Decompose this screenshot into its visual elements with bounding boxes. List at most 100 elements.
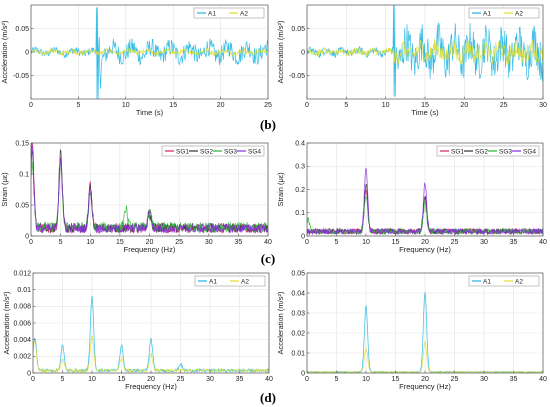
y-tick-label: 0.03: [291, 310, 305, 317]
x-tick-label: 20: [217, 102, 225, 109]
y-tick-label: 0.05: [291, 26, 305, 33]
y-tick-label: 0: [301, 233, 305, 240]
x-tick-label: 5: [76, 102, 80, 109]
x-tick-label: 25: [451, 376, 459, 383]
chart-b-right: 0 5 10 15 20 25 30 -0.05 0 0.05 Time (s) Accelerati…: [276, 4, 547, 117]
panel-label-c: (c): [261, 251, 275, 266]
y-tick-label: 0.006: [13, 320, 31, 327]
series-line-a2: [33, 335, 269, 373]
y-tick-label: 0: [25, 233, 29, 240]
y-tick-label: 0.01: [291, 350, 305, 357]
y-tick-label: 0.1: [19, 171, 29, 178]
x-tick-label: 35: [234, 239, 242, 246]
legend-label-a1: A1: [483, 278, 491, 285]
x-tick-label: 10: [362, 376, 370, 383]
x-tick-label: 30: [206, 376, 214, 383]
y-tick-label: 0.2: [295, 187, 305, 194]
series-line-a1: [31, 7, 268, 99]
legend-label-sg3: SG3: [499, 148, 512, 155]
legend-label-sg2: SG2: [475, 148, 488, 155]
x-tick-label: 20: [460, 102, 468, 109]
legend-label-a2: A2: [241, 278, 249, 285]
x-tick-label: 40: [539, 376, 547, 383]
x-tick-label: 35: [510, 376, 518, 383]
legend: SG1 SG2 SG3 SG4: [161, 145, 265, 157]
x-tick-label: 10: [382, 102, 390, 109]
y-axis-label: Acceleration (m/s²): [276, 291, 285, 354]
x-tick-label: 5: [61, 376, 65, 383]
y-axis-label: Acceleration (m/s²): [2, 291, 11, 354]
x-tick-label: 0: [29, 239, 33, 246]
panel-label-d: (d): [260, 390, 276, 405]
y-axis-label: Acceleration (m/s²): [276, 20, 285, 83]
legend-label-a2: A2: [515, 10, 523, 17]
series-line-a1: [307, 5, 543, 97]
x-tick-label: 0: [305, 376, 309, 383]
x-axis-label: Frequency (Hz): [399, 382, 451, 391]
legend-label-sg3: SG3: [224, 148, 237, 155]
y-tick-label: 0.04: [291, 290, 305, 297]
x-tick-label: 5: [344, 102, 348, 109]
y-axis-label: Acceleration (m/s²): [0, 20, 9, 83]
legend-label-a2: A2: [240, 10, 248, 17]
x-tick-label: 15: [118, 376, 126, 383]
x-axis-label: Frequency (Hz): [399, 245, 451, 254]
y-tick-label: 0.3: [295, 164, 305, 171]
series-line-a2: [307, 340, 543, 373]
series-line-a2: [31, 47, 268, 57]
y-tick-label: 0.008: [13, 304, 31, 311]
x-axis-label: Frequency (Hz): [125, 382, 177, 391]
y-tick-label: 0.1: [295, 210, 305, 217]
series-line-sg4: [307, 167, 543, 236]
x-tick-label: 40: [539, 239, 547, 246]
y-tick-label: 0.02: [291, 330, 305, 337]
x-axis-label: Time (s): [411, 108, 439, 117]
y-tick-label: 0.01: [17, 287, 31, 294]
legend-label-a2: A2: [515, 278, 523, 285]
legend: A1 A2: [468, 275, 540, 287]
y-tick-label: 0: [301, 49, 305, 56]
x-tick-label: 35: [236, 376, 244, 383]
x-tick-label: 15: [169, 102, 177, 109]
x-tick-label: 25: [500, 102, 508, 109]
x-tick-label: 40: [265, 376, 273, 383]
x-tick-label: 10: [86, 239, 94, 246]
x-tick-label: 30: [480, 239, 488, 246]
x-tick-label: 20: [146, 239, 154, 246]
chart-b-left: 0 5 10 15 20 25 -0.05 0 0.05 Time (s) Acceleration…: [0, 4, 272, 117]
chart-c-right: 0 5 10 15 20 25 30 35 40 0 0.1 0.2 0.3 0.4 Frequency (…: [276, 140, 547, 254]
series-group: [33, 295, 269, 373]
x-tick-label: 10: [88, 376, 96, 383]
x-tick-label: 40: [264, 239, 272, 246]
series-group: [307, 5, 543, 97]
y-tick-label: 0.05: [15, 26, 29, 33]
y-tick-label: -0.05: [13, 73, 29, 80]
series-group: [31, 7, 268, 99]
y-tick-label: 0: [301, 370, 305, 377]
x-tick-label: 0: [31, 376, 35, 383]
x-tick-label: 0: [305, 102, 309, 109]
y-tick-label: 0.004: [13, 337, 31, 344]
y-tick-label: 0.05: [291, 270, 305, 277]
x-axis-label: Frequency (Hz): [124, 245, 176, 254]
x-tick-label: 15: [392, 239, 400, 246]
legend-label-a1: A1: [209, 278, 217, 285]
legend-label-a1: A1: [208, 10, 216, 17]
y-tick-label: 0.15: [15, 140, 29, 147]
legend: SG1 SG2 SG3 SG4: [436, 145, 540, 157]
chart-c-left: 0 5 10 15 20 25 30 35 40 0 0.05 0.1 0.15 Frequency (H…: [0, 140, 272, 254]
x-tick-label: 25: [177, 376, 185, 383]
legend-label-sg1: SG1: [451, 148, 464, 155]
x-tick-label: 35: [510, 239, 518, 246]
chart-d-right: 0 5 10 15 20 25 30 35 40 0 0.01 0.02 0.03 0.04 0.05 Fre…: [276, 270, 547, 391]
y-tick-label: -0.05: [289, 73, 305, 80]
x-tick-label: 15: [116, 239, 124, 246]
x-tick-label: 25: [175, 239, 183, 246]
y-tick-label: 0.05: [15, 202, 29, 209]
panel-label-b: (b): [260, 117, 276, 132]
y-tick-label: 0.002: [13, 354, 31, 361]
x-axis-label: Time (s): [136, 108, 164, 117]
legend: A1 A2: [468, 7, 540, 19]
x-tick-label: 25: [451, 239, 459, 246]
